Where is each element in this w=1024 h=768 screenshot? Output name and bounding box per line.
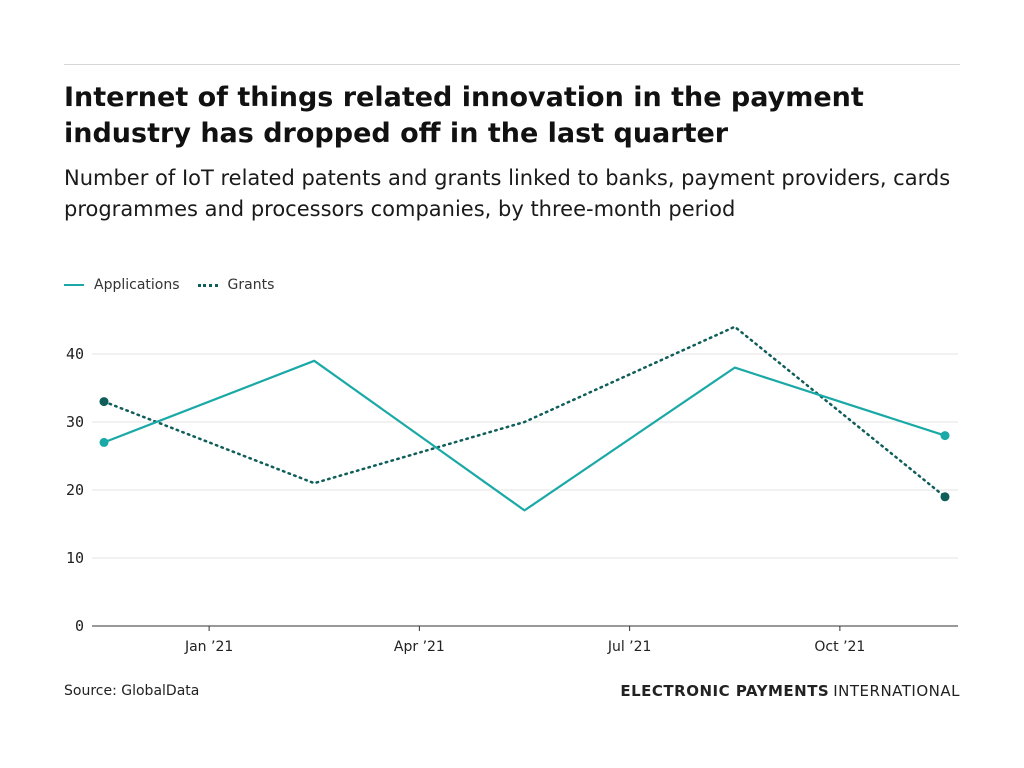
y-tick-label-0: 0 (75, 617, 84, 635)
brand-name-light: INTERNATIONAL (833, 682, 960, 700)
y-tick-label-20: 20 (66, 481, 84, 499)
series-point-grants-0 (99, 397, 109, 407)
legend-label-grants: Grants (227, 277, 275, 293)
series-point-applications-4 (940, 431, 950, 441)
brand-logo: ELECTRONIC PAYMENTS INTERNATIONAL (620, 682, 960, 700)
legend-swatch-applications (64, 284, 84, 286)
x-tick-label-1: Apr ’21 (394, 639, 445, 655)
y-tick-label-10: 10 (66, 549, 84, 567)
legend-label-applications: Applications (94, 277, 180, 293)
series-point-grants-4 (940, 492, 950, 502)
chart-title: Internet of things related innovation in… (64, 82, 864, 149)
series-line-applications (102, 359, 947, 512)
series-point-applications-0 (99, 437, 109, 447)
series-line-grants (102, 325, 947, 499)
brand-name-strong: ELECTRONIC PAYMENTS (620, 682, 830, 700)
y-tick-label-40: 40 (66, 345, 84, 363)
top-rule (64, 64, 960, 65)
x-tick-label-0: Jan ’21 (184, 639, 233, 655)
x-tick-label-3: Oct ’21 (814, 639, 865, 655)
source-note: Source: GlobalData (64, 683, 200, 699)
legend-item-grants: Grants (197, 277, 275, 293)
legend-item-applications: Applications (64, 277, 180, 293)
y-tick-label-30: 30 (66, 413, 84, 431)
chart-subtitle: Number of IoT related patents and grants… (64, 166, 951, 221)
x-tick-label-2: Jul ’21 (607, 639, 652, 655)
chart-legend: Applications Grants (64, 275, 292, 295)
legend-swatch-grants (197, 283, 218, 287)
